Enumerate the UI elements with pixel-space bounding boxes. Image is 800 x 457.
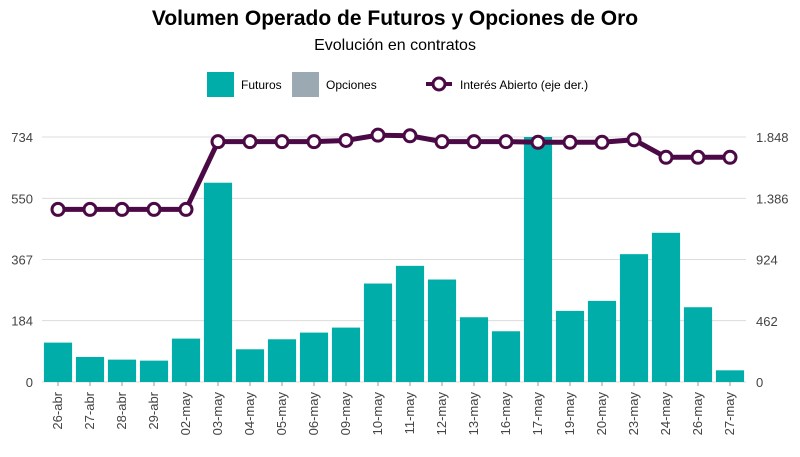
point-interes-abierto [658, 149, 674, 165]
point-interes-abierto [594, 134, 610, 150]
bar-futuros [427, 279, 457, 382]
point-interes-abierto [210, 134, 226, 150]
bar-futuros [523, 137, 553, 382]
y-left-tick-label: 0 [26, 375, 33, 390]
y-left-tick-label: 734 [11, 130, 33, 145]
bar-futuros [619, 254, 649, 382]
y-right-tick-label: 0 [756, 375, 763, 390]
x-tick-label: 03-may [210, 392, 225, 436]
legend-swatch-futuros [207, 72, 234, 97]
bar-futuros [267, 339, 297, 382]
point-interes-abierto [498, 134, 514, 150]
legend-label-interes: Interés Abierto (eje der.) [460, 78, 588, 92]
y-right-tick-label: 924 [756, 253, 778, 268]
point-interes-abierto [466, 134, 482, 150]
chart-subtitle: Evolución en contratos [314, 37, 476, 54]
chart-title: Volumen Operado de Futuros y Opciones de… [152, 7, 638, 30]
y-right-tick-label: 462 [756, 314, 778, 329]
bar-futuros [491, 331, 521, 382]
x-tick-label: 10-may [370, 392, 385, 436]
point-interes-abierto [82, 201, 98, 217]
bar-futuros [715, 370, 745, 382]
bar-futuros [107, 359, 137, 382]
open-interest-line [50, 127, 738, 217]
point-interes-abierto [370, 127, 386, 143]
y-left-tick-label: 367 [11, 253, 33, 268]
x-tick-label: 09-may [338, 392, 353, 436]
x-tick-label: 27-may [722, 392, 737, 436]
y-right-tick-label: 1.848 [756, 130, 789, 145]
point-interes-abierto [626, 132, 642, 148]
point-interes-abierto [306, 134, 322, 150]
bars [43, 137, 745, 382]
x-tick-label: 20-may [594, 392, 609, 436]
point-interes-abierto [114, 201, 130, 217]
x-tick-label: 17-may [530, 392, 545, 436]
point-interes-abierto [274, 134, 290, 150]
point-interes-abierto [338, 132, 354, 148]
x-tick-label: 27-abr [82, 391, 97, 429]
x-tick-label: 24-may [658, 392, 673, 436]
x-tick-label: 02-may [178, 392, 193, 436]
legend-label-opciones: Opciones [326, 78, 377, 92]
x-tick-label: 16-may [498, 392, 513, 436]
bar-futuros [299, 332, 329, 382]
point-interes-abierto [530, 134, 546, 150]
x-tick-label: 23-may [626, 392, 641, 436]
line-interes-abierto [58, 132, 730, 212]
bar-futuros [683, 307, 713, 382]
x-tick-label: 29-abr [146, 391, 161, 429]
bar-futuros [363, 283, 393, 382]
x-tick-label: 06-may [306, 392, 321, 436]
x-tick-label: 04-may [242, 392, 257, 436]
legend: Futuros Opciones Interés Abierto (eje de… [207, 72, 588, 97]
bar-futuros [43, 342, 73, 382]
bar-futuros [331, 327, 361, 382]
bar-futuros [459, 317, 489, 382]
point-interes-abierto [242, 134, 258, 150]
axes: 0 184 367 550 734 0 462 924 1.386 1.848 26-abr 27-a… [11, 130, 788, 435]
bar-futuros [555, 310, 585, 382]
bar-futuros [587, 300, 617, 382]
x-tick-label: 26-abr [50, 391, 65, 429]
x-tick-label: 26-may [690, 392, 705, 436]
point-interes-abierto [562, 134, 578, 150]
point-interes-abierto [402, 128, 418, 144]
point-interes-abierto [178, 201, 194, 217]
point-interes-abierto [722, 149, 738, 165]
bar-futuros [235, 349, 265, 382]
x-tick-label: 28-abr [114, 391, 129, 429]
bar-futuros [171, 338, 201, 382]
point-interes-abierto [690, 149, 706, 165]
bar-futuros [203, 182, 233, 382]
bar-futuros [75, 356, 105, 382]
x-tick-label: 05-may [274, 392, 289, 436]
legend-label-futuros: Futuros [241, 78, 282, 92]
legend-swatch-opciones [292, 72, 319, 97]
x-tick-label: 12-may [434, 392, 449, 436]
bar-futuros [395, 265, 425, 382]
x-tick-label: 19-may [562, 392, 577, 436]
x-tick-label: 11-may [402, 392, 417, 435]
x-tick-label: 13-may [466, 392, 481, 436]
point-interes-abierto [146, 201, 162, 217]
bar-futuros [651, 232, 681, 382]
y-left-tick-label: 550 [11, 191, 33, 206]
bar-futuros [139, 360, 169, 382]
y-right-tick-label: 1.386 [756, 191, 789, 206]
y-left-tick-label: 184 [11, 314, 33, 329]
point-interes-abierto [434, 134, 450, 150]
point-interes-abierto [50, 201, 66, 217]
legend-marker-interes [431, 76, 447, 92]
